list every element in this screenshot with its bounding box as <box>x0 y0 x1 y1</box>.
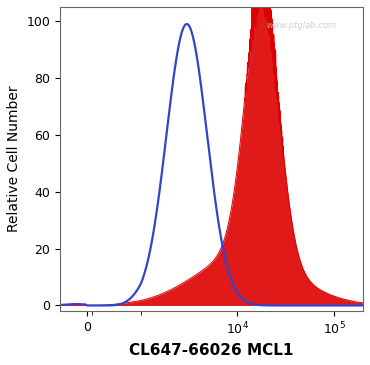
Text: www.ptglab.com: www.ptglab.com <box>266 21 336 30</box>
Y-axis label: Relative Cell Number: Relative Cell Number <box>7 86 21 233</box>
X-axis label: CL647-66026 MCL1: CL647-66026 MCL1 <box>130 343 294 358</box>
